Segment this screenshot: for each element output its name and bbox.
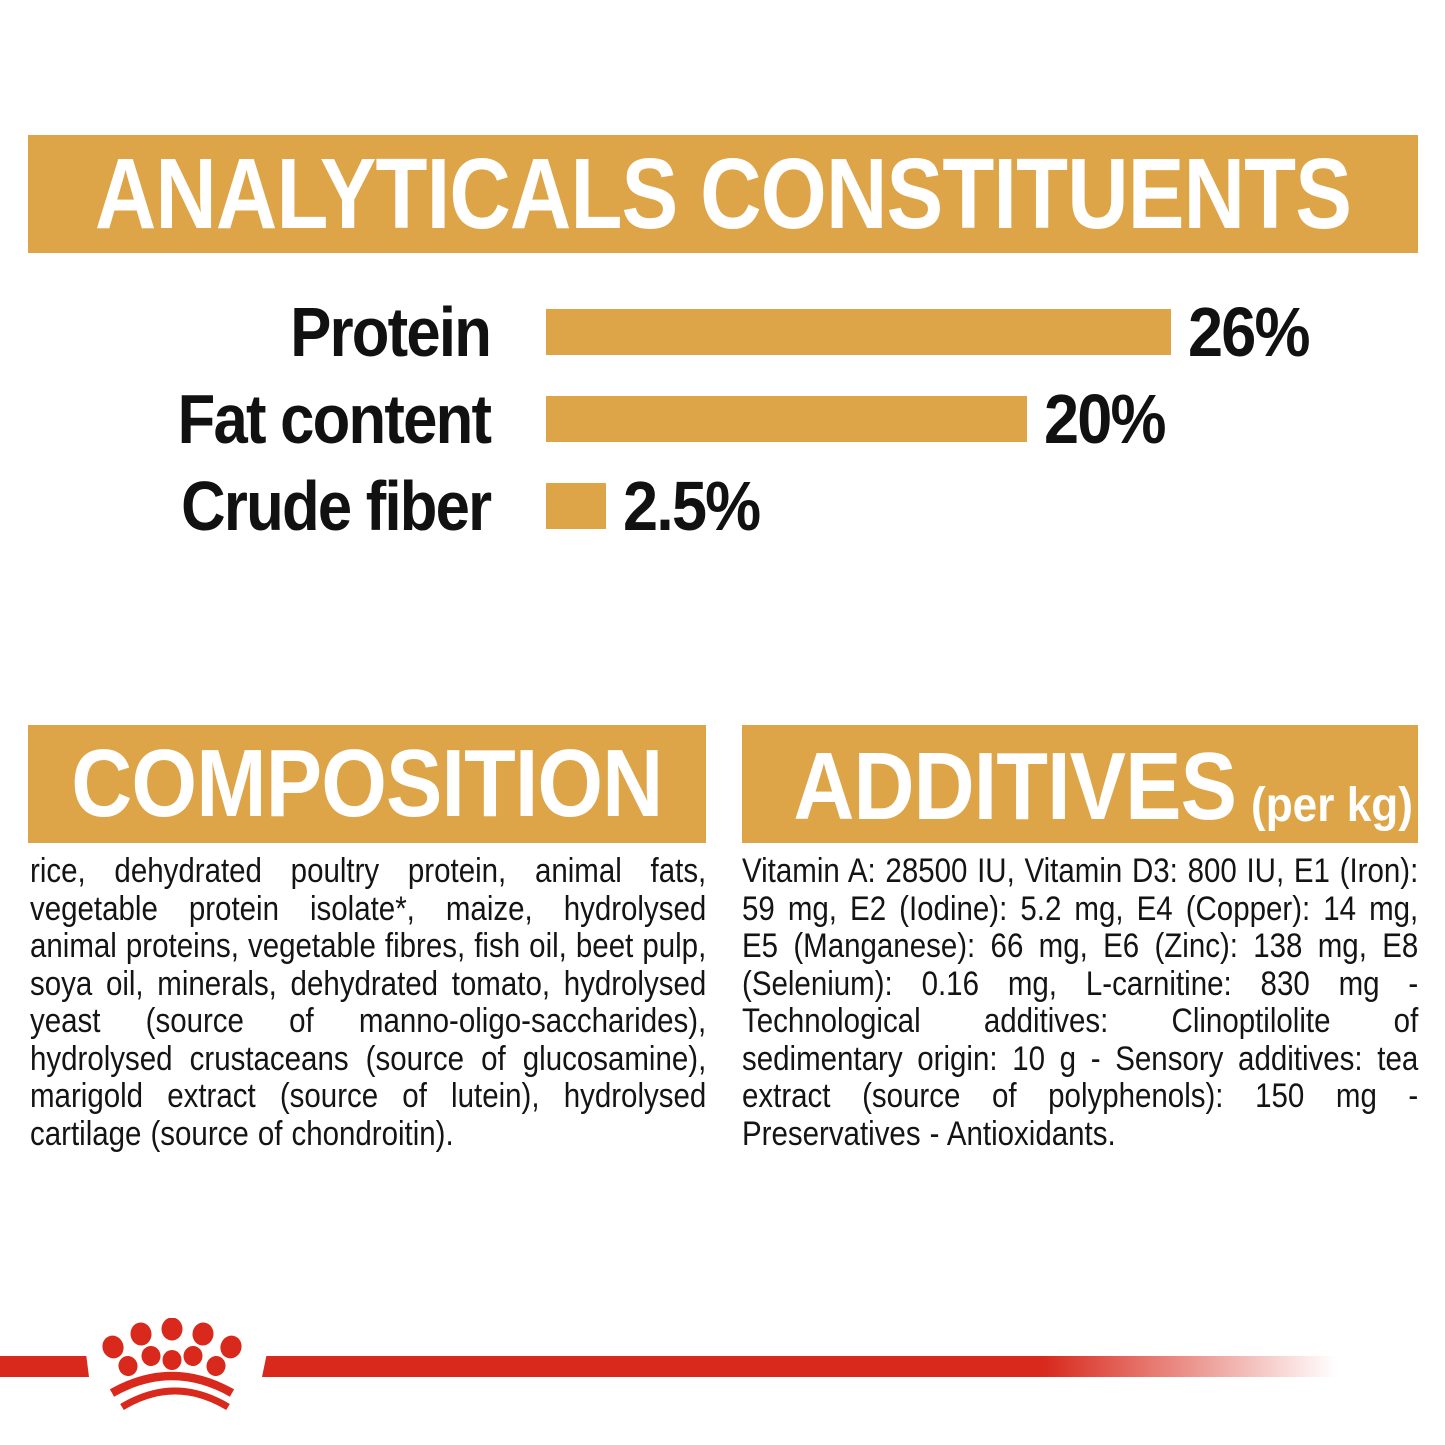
composition-title: COMPOSITION (71, 730, 663, 837)
chart-category-label: Crude fiber (180, 467, 492, 545)
analyticals-title: ANALYTICALS CONSTITUENTS (94, 138, 1352, 250)
chart-row: Fat content 20% (0, 384, 1445, 454)
royal-canin-crown-icon (102, 1318, 242, 1411)
analyticals-bar-chart: Protein 26% Fat content 20% Crude fiber 2.5% (0, 297, 1445, 570)
chart-bar (546, 309, 1171, 355)
composition-banner: COMPOSITION (28, 725, 706, 843)
chart-row: Protein 26% (0, 297, 1445, 367)
additives-body: Vitamin A: 28500 IU, Vitamin D3: 800 IU,… (742, 852, 1419, 1153)
chart-category-label: Fat content (177, 380, 491, 458)
chart-value-label: 2.5% (623, 467, 761, 545)
chart-value-label: 26% (1188, 293, 1310, 371)
footer-stripe-right (262, 1356, 1347, 1377)
chart-bar (546, 483, 606, 529)
composition-body: rice, dehydrated poultry protein, animal… (30, 852, 707, 1153)
chart-row: Crude fiber 2.5% (0, 471, 1445, 541)
footer-stripe-left (0, 1356, 89, 1377)
chart-value-label: 20% (1044, 380, 1166, 458)
chart-category-label: Protein (290, 293, 492, 371)
analyticals-banner: ANALYTICALS CONSTITUENTS (28, 135, 1418, 253)
additives-title: ADDITIVES (793, 733, 1238, 840)
additives-banner: ADDITIVES (per kg) (742, 725, 1418, 843)
chart-bar (546, 396, 1027, 442)
additives-title-suffix: (per kg) (1250, 779, 1413, 832)
